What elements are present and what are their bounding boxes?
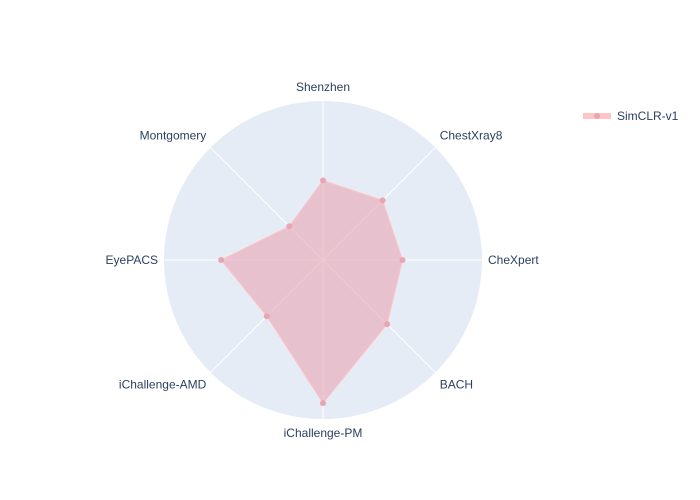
data-point[interactable] <box>384 321 391 328</box>
legend[interactable]: SimCLR-v1 <box>583 109 679 123</box>
category-label: EyePACS <box>106 253 158 267</box>
category-label: iChallenge-AMD <box>119 378 207 392</box>
category-label: ChestXray8 <box>440 128 503 142</box>
data-point[interactable] <box>218 257 225 263</box>
data-point[interactable] <box>399 257 406 263</box>
series-layer <box>218 177 406 407</box>
data-point[interactable] <box>379 197 386 204</box>
legend-item[interactable]: SimCLR-v1 <box>583 109 679 123</box>
data-point[interactable] <box>263 313 270 320</box>
category-label: CheXpert <box>488 253 539 267</box>
category-label: Shenzhen <box>296 80 350 94</box>
category-label: iChallenge-PM <box>284 426 363 440</box>
legend-label: SimCLR-v1 <box>617 109 679 123</box>
legend-marker <box>594 113 600 119</box>
category-label: Montgomery <box>140 128 207 142</box>
category-label: BACH <box>440 378 473 392</box>
data-point[interactable] <box>286 223 293 230</box>
data-point[interactable] <box>320 400 326 407</box>
axis-labels: Shenzhen ChestXray8 CheXpert BACH iChallenge… <box>106 80 540 440</box>
data-point[interactable] <box>320 177 326 184</box>
